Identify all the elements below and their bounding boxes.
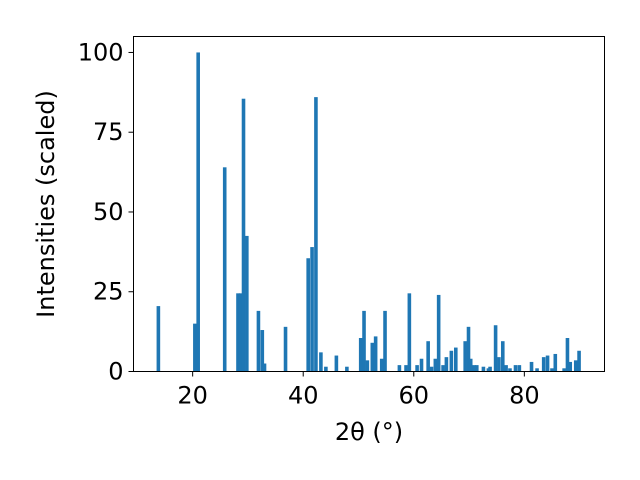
bar: [373, 336, 378, 372]
bar: [463, 341, 467, 372]
bar: [562, 368, 566, 372]
bar: [241, 98, 246, 372]
bar: [568, 361, 573, 372]
bar: [481, 366, 486, 372]
bar: [407, 293, 412, 372]
bar: [541, 357, 546, 372]
bar: [550, 368, 554, 372]
bar: [453, 347, 458, 372]
bar: [379, 358, 384, 372]
bar: [429, 366, 434, 372]
y-tick-label: 100: [78, 38, 124, 66]
bar: [419, 358, 424, 372]
y-tick-label: 0: [108, 358, 123, 386]
bar: [545, 355, 550, 372]
bar: [508, 368, 512, 372]
bar: [362, 310, 366, 372]
bar: [517, 365, 522, 372]
bar: [565, 338, 570, 372]
bar: [475, 365, 479, 372]
x-tick-label: 40: [288, 382, 319, 410]
x-axis-label: 2θ (°): [335, 418, 403, 446]
bar: [573, 360, 578, 372]
bar: [449, 350, 454, 372]
bar: [345, 366, 349, 372]
bar: [324, 366, 328, 372]
x-tick-label: 80: [509, 382, 540, 410]
bar: [535, 368, 539, 372]
y-tick-label: 50: [93, 198, 124, 226]
bar: [497, 357, 501, 372]
bar: [444, 357, 449, 372]
bar: [466, 326, 471, 372]
x-tick-label: 60: [399, 382, 430, 410]
y-axis: 0 25 50 75 100: [78, 38, 134, 386]
bar: [488, 366, 492, 372]
bar: [383, 310, 387, 372]
bar: [441, 365, 445, 372]
y-tick-label: 25: [93, 278, 124, 306]
bar: [310, 247, 314, 372]
bar: [238, 293, 243, 372]
bar: [468, 358, 473, 372]
bar: [436, 294, 441, 372]
bar: [156, 306, 161, 372]
bar: [236, 293, 240, 372]
bar: [504, 365, 508, 372]
bar: [370, 342, 375, 372]
bar: [365, 360, 370, 372]
bar: [222, 167, 227, 372]
y-axis-label: Intensities (scaled): [32, 90, 60, 318]
bar: [260, 330, 265, 372]
bar: [283, 326, 288, 372]
bar: [553, 353, 558, 372]
bar: [500, 341, 505, 372]
bar: [245, 235, 249, 372]
bar: [193, 323, 197, 372]
bar: [415, 365, 419, 372]
bar: [319, 352, 323, 372]
bar: [426, 341, 430, 372]
bar: [513, 365, 518, 372]
bar: [493, 325, 498, 372]
plot-frame: [133, 36, 605, 372]
x-tick-label: 20: [177, 382, 208, 410]
bar: [472, 365, 476, 372]
bar: [404, 365, 408, 372]
bar: [314, 97, 318, 372]
bar: [397, 365, 402, 372]
bar: [262, 363, 267, 372]
bar: [196, 52, 200, 372]
bar: [334, 355, 339, 372]
y-tick-label: 75: [93, 118, 124, 146]
bar: [577, 350, 581, 372]
bar: [433, 358, 438, 372]
bar: [256, 310, 261, 372]
x-axis: 20 40 60 80: [177, 371, 540, 410]
bar: [529, 361, 534, 372]
bar: [358, 338, 363, 372]
bar: [306, 258, 310, 372]
bars: [156, 52, 581, 372]
